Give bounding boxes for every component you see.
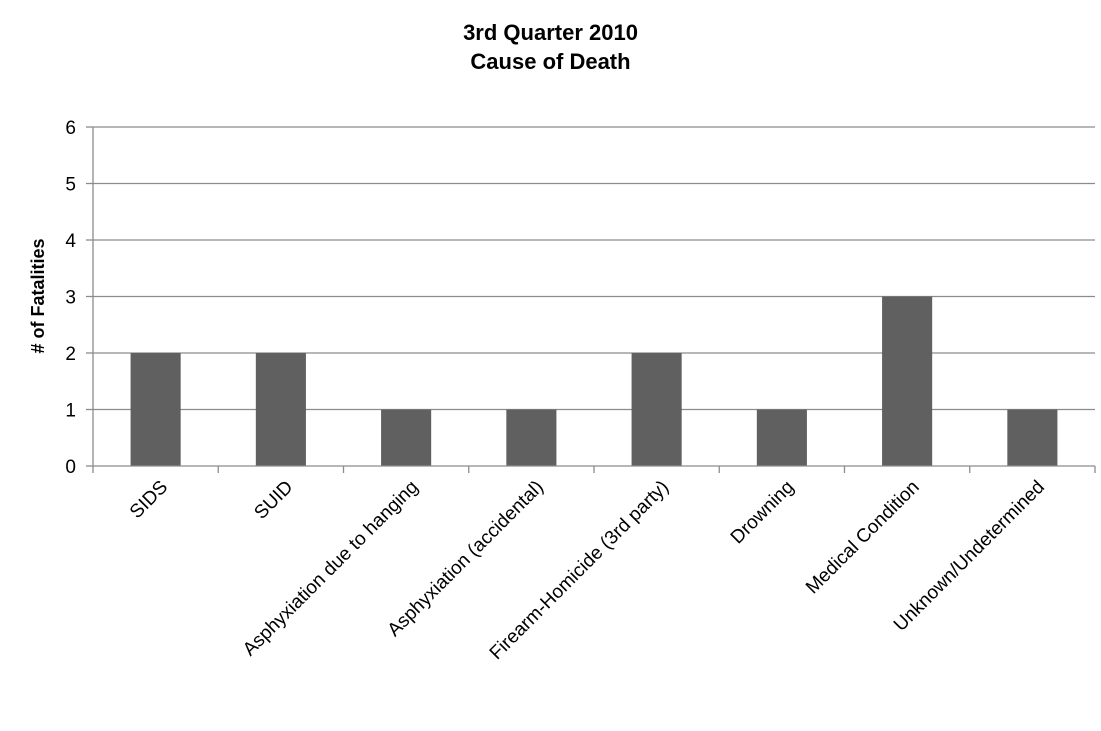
y-tick-label-0: 0 xyxy=(65,457,76,478)
bar-6 xyxy=(756,409,807,466)
y-tick-label-4: 4 xyxy=(65,231,76,252)
x-tick-label-1: SIDS xyxy=(126,477,172,523)
bar-4 xyxy=(506,409,557,466)
y-axis-label: # of Fatalities xyxy=(28,238,48,353)
y-tick-label-2: 2 xyxy=(65,344,76,365)
chart-title-line-1: 3rd Quarter 2010 xyxy=(463,20,638,45)
x-tick-label-2: SUID xyxy=(250,477,297,524)
bar-7 xyxy=(882,296,933,466)
axes xyxy=(86,126,1096,473)
bar-8 xyxy=(1007,409,1058,466)
bar-3 xyxy=(381,409,432,466)
x-tick-label-6: Drowning xyxy=(727,477,799,549)
y-tick-label-3: 3 xyxy=(65,288,76,309)
x-tick-label-7: Medical Condition xyxy=(802,477,924,599)
y-tick-label-5: 5 xyxy=(65,175,76,196)
chart-title-line-2: Cause of Death xyxy=(470,49,631,74)
y-tick-labels: 0 1 2 3 4 5 6 xyxy=(65,118,76,478)
gridlines xyxy=(93,126,1095,411)
y-tick-label-1: 1 xyxy=(65,401,76,422)
bar-5 xyxy=(631,353,682,466)
y-tick-label-6: 6 xyxy=(65,118,76,139)
bar-2 xyxy=(255,353,306,466)
bars xyxy=(130,296,1058,466)
bar-1 xyxy=(130,353,181,466)
